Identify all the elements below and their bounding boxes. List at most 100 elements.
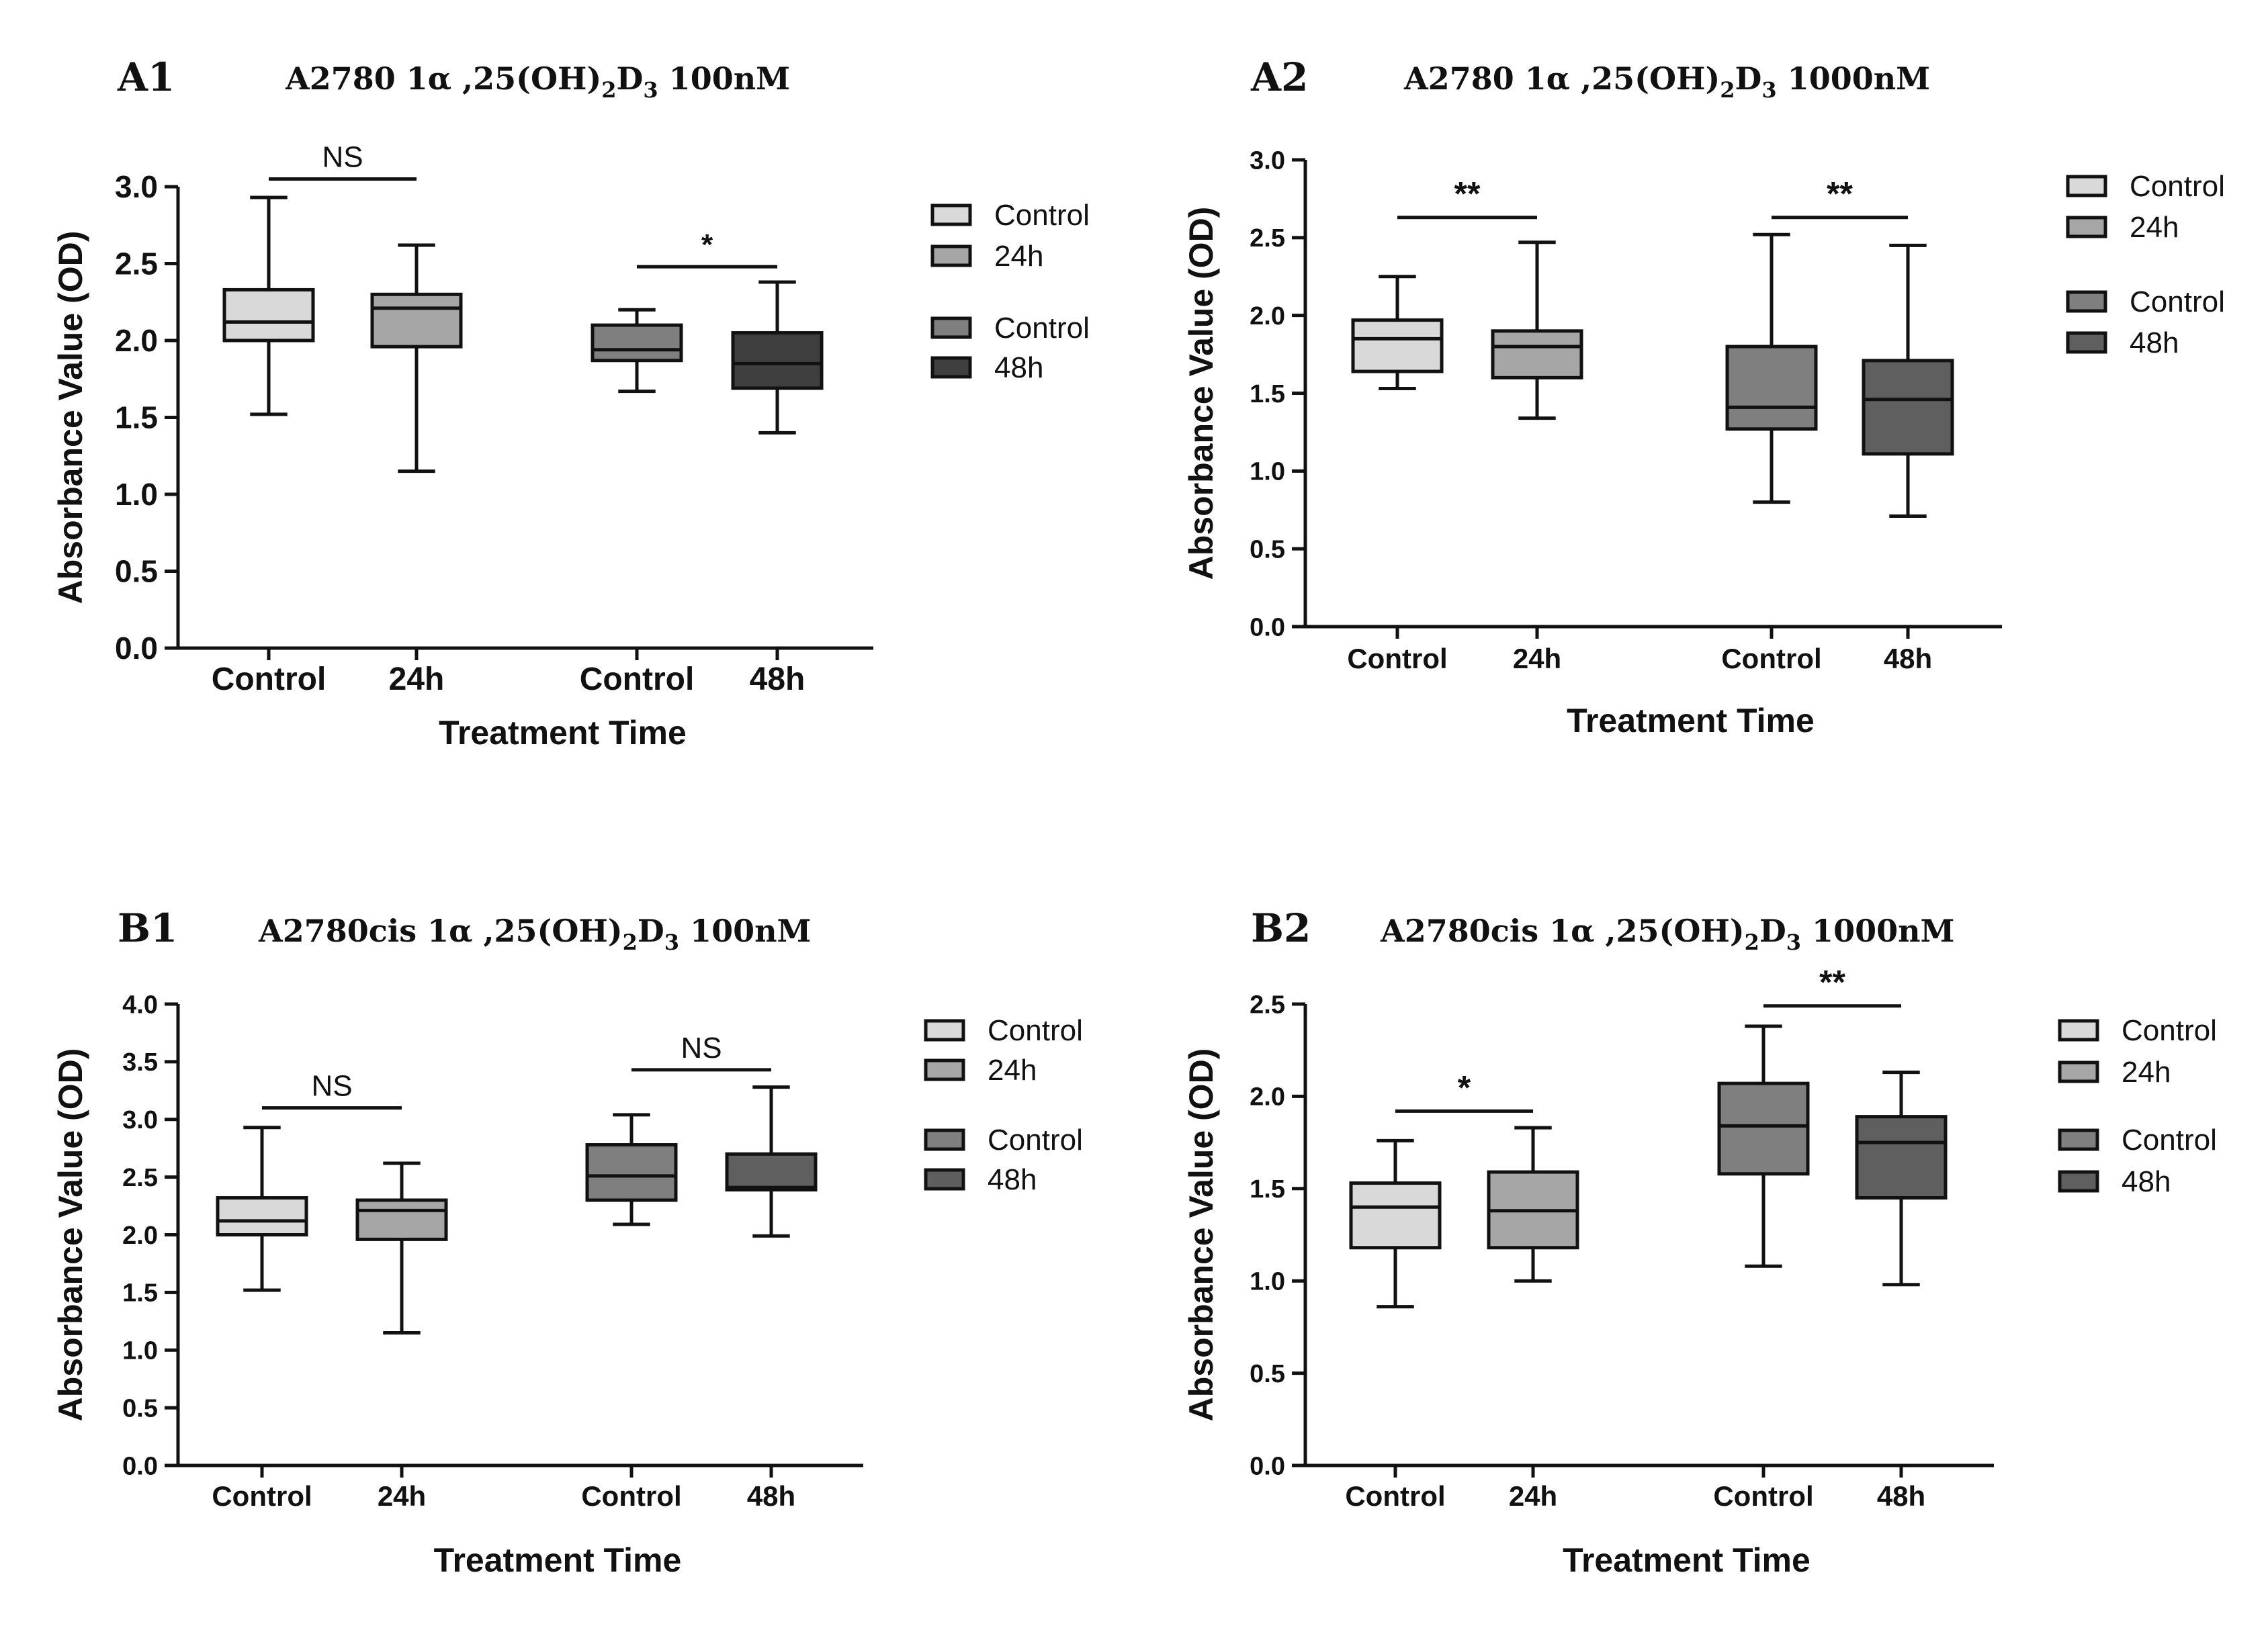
legend-label: Control [994,312,1090,345]
panel-b1: B1 A2780cis 1α ,25(OH)2D3 100nM 0.0 0.5 1.0 1… [52,905,1083,1579]
iqr-box [1862,359,1954,456]
box-3 [1725,232,1818,504]
x-axis-label: Treatment Time [439,714,687,752]
legend-label: 24h [2130,211,2179,244]
significance-label: NS [311,1070,352,1103]
legend-swatch [924,1058,965,1081]
y-axis-label: Absorbance Value (OD) [1182,207,1220,580]
y-axis-label: Absorbance Value (OD) [52,231,89,604]
panel-a2: A2 A2780 1α ,25(OH)2D3 1000nM 0.0 0.5 1.0 1.5… [1182,54,2225,739]
legend-label: Control [988,1014,1083,1047]
panel-letter: B1 [118,905,177,951]
iqr-box [1349,1181,1442,1250]
x-tick-label: Control [1345,1480,1445,1512]
legend-label: 24h [2122,1056,2171,1089]
panel-title: A2780cis 1α ,25(OH)2D3 100nM [258,913,811,955]
iqr-box [585,1143,678,1202]
iqr-box [725,1152,818,1192]
legend-label: Control [2122,1014,2217,1047]
y-tick-label: 2.5 [1250,991,1285,1019]
legend: Control 24h Control 48h [930,199,1090,384]
y-tick-label: 2.0 [1250,1083,1285,1112]
legend-swatch [2058,1170,2099,1193]
y-tick-label: 1.0 [1250,458,1285,486]
legend-label: Control [994,199,1090,232]
iqr-box [370,292,463,349]
y-tick-label: 1.5 [1250,380,1285,408]
significance-label: * [1458,1069,1471,1106]
box-1 [1349,1138,1442,1309]
x-tick-label: 48h [1877,1480,1925,1512]
x-tick-label: Control [1713,1480,1813,1512]
iqr-box [1855,1115,1948,1200]
legend-swatch [924,1128,965,1151]
x-tick-label: Control [212,662,326,697]
significance-label: ** [1819,964,1845,1001]
iqr-box [731,331,824,390]
legend-swatch [924,1168,965,1191]
iqr-box [1717,1081,1810,1176]
y-tick-label: 0.5 [122,1394,158,1422]
x-tick-label: Control [1347,643,1447,674]
x-tick-label: 24h [1509,1480,1557,1512]
legend-label: 48h [2130,326,2179,359]
y-tick-label: 0.5 [1250,535,1285,563]
y-axis-label: Absorbance Value (OD) [52,1048,89,1422]
x-tick-label: 48h [747,1480,795,1512]
x-tick-label: 48h [750,662,805,697]
box-3 [1717,1024,1810,1268]
box-3 [591,308,683,394]
panel-letter: B2 [1251,905,1311,951]
y-tick-label: 2.0 [115,323,158,358]
box-1 [222,195,315,416]
y-tick-label: 2.5 [115,246,158,281]
box-3 [585,1113,678,1226]
legend-label: Control [2122,1124,2217,1157]
legend-swatch [2066,216,2107,238]
box-4 [1862,243,1954,518]
legend-swatch [930,204,972,226]
panel-title: A2780cis 1α ,25(OH)2D3 1000nM [1380,913,1954,955]
y-axis-label: Absorbance Value (OD) [1182,1048,1220,1422]
legend-label: Control [2130,285,2225,318]
x-axis-label: Treatment Time [434,1541,682,1579]
legend-label: Control [2130,170,2225,203]
box-2 [355,1161,448,1335]
y-tick-label: 0.0 [115,631,158,666]
y-tick-label: 3.0 [122,1106,158,1134]
significance-label: NS [322,141,363,174]
iqr-box [216,1196,308,1237]
iqr-box [591,323,683,363]
x-axis-label: Treatment Time [1563,1541,1811,1579]
legend-label: 24h [988,1054,1037,1087]
y-tick-label: 1.0 [122,1337,158,1365]
y-tick-label: 0.0 [122,1452,158,1480]
y-tick-label: 0.5 [1250,1360,1285,1388]
x-tick-label: 24h [378,1480,426,1512]
x-tick-label: 48h [1884,643,1932,674]
y-tick-label: 1.0 [1250,1268,1285,1296]
legend: Control 24h Control 48h [924,1014,1083,1196]
x-tick-label: 24h [389,662,445,697]
y-tick-label: 3.5 [122,1048,158,1077]
legend: Control 24h Control 48h [2066,170,2225,359]
y-tick-label: 2.0 [1250,302,1285,330]
box-4 [1855,1071,1948,1287]
legend-swatch [2066,331,2107,354]
iqr-box [355,1198,448,1241]
box-2 [1487,1126,1579,1283]
box-2 [370,243,463,473]
panel-a1: A1 A2780 1α ,25(OH)2D3 100nM 0.0 0.5 1.0 1.5 2… [52,54,1090,752]
y-tick-label: 1.5 [1250,1175,1285,1204]
box-2 [1491,240,1583,420]
legend-label: 48h [988,1163,1037,1196]
legend-label: 24h [994,240,1043,273]
y-tick-label: 2.5 [122,1164,158,1192]
panel-letter: A1 [117,54,175,100]
significance-label: NS [681,1032,722,1065]
x-tick-label: Control [581,1480,681,1512]
legend: Control 24h Control 48h [2058,1014,2217,1198]
y-tick-label: 4.0 [122,991,158,1019]
y-tick-label: 3.0 [1250,146,1285,175]
